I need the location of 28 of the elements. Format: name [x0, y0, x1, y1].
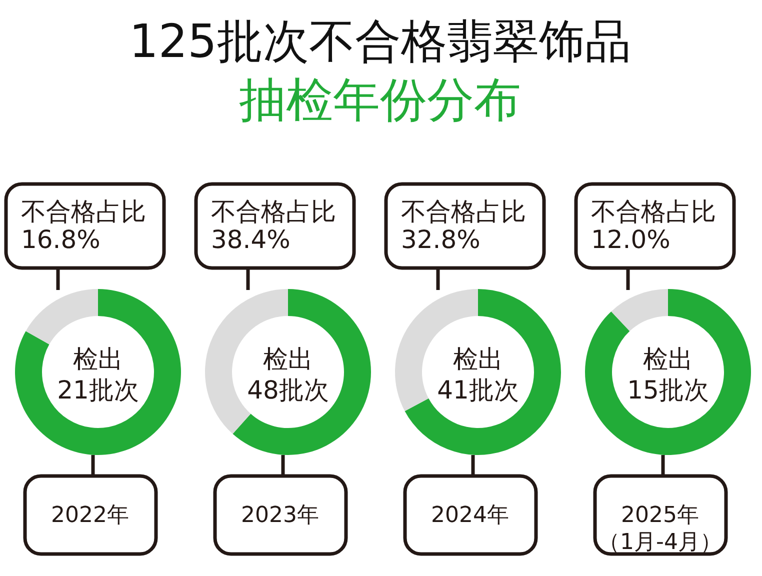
- donut-slice: [15, 289, 181, 455]
- text: 2025年（1月-4月）: [598, 503, 722, 555]
- text: 41批次: [437, 376, 519, 404]
- text: 48批次: [247, 376, 329, 404]
- donut-slice: [611, 289, 668, 332]
- text: 15批次: [627, 376, 709, 404]
- donut-slice: [232, 289, 371, 455]
- slice-label: 不合格占比: [591, 197, 716, 226]
- data-label: 12.0%: [591, 225, 670, 254]
- text: 2022年: [51, 503, 129, 528]
- slice-label: 不合格占比: [401, 197, 526, 226]
- slice-label: 不合格占比: [211, 197, 336, 226]
- slice-label: 不合格占比: [21, 197, 146, 226]
- text: 21批次: [57, 376, 139, 404]
- text: 检出: [73, 344, 123, 374]
- text: 检出: [643, 344, 693, 374]
- donut-slice: [26, 289, 98, 344]
- data-label: 32.8%: [401, 225, 480, 254]
- text: 检出: [263, 344, 313, 374]
- text: 抽检年份分布: [239, 73, 521, 128]
- text: 2024年: [431, 503, 509, 528]
- donut-slice: [585, 289, 751, 455]
- text: 检出: [453, 344, 503, 374]
- donut-slice: [404, 289, 561, 455]
- text: 2023年: [241, 503, 319, 528]
- data-label: 38.4%: [211, 225, 290, 254]
- data-label: 16.8%: [21, 225, 100, 254]
- text: 125批次不合格翡翠饰品: [129, 14, 631, 68]
